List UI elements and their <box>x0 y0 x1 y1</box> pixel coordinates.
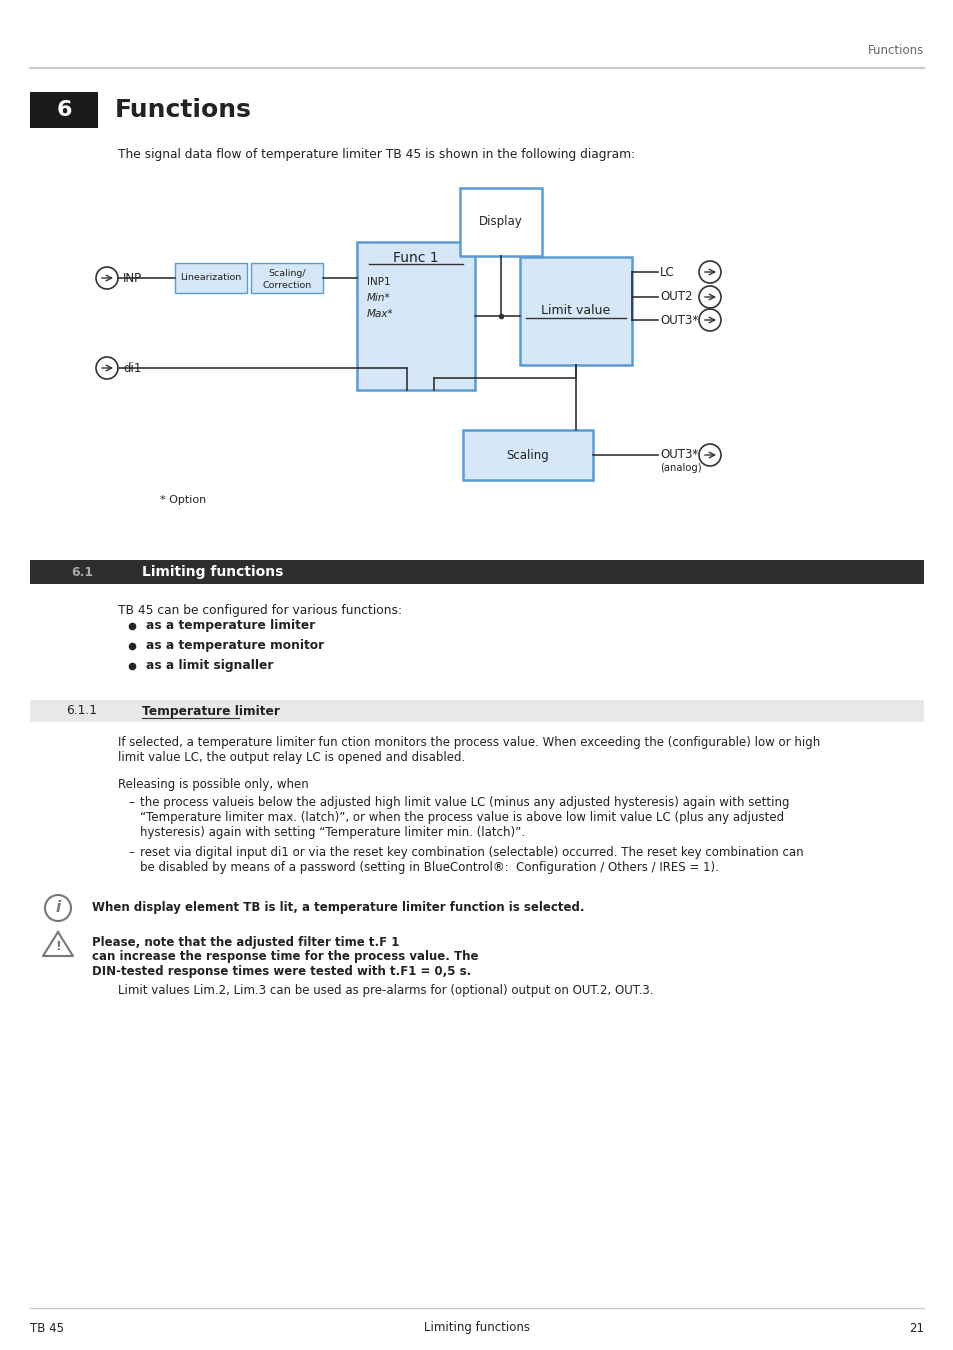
Polygon shape <box>43 931 73 956</box>
Text: Func 1: Func 1 <box>393 251 438 265</box>
Text: Functions: Functions <box>867 43 923 57</box>
Text: LC: LC <box>659 266 674 278</box>
Text: The signal data flow of temperature limiter TB 45 is shown in the following diag: The signal data flow of temperature limi… <box>118 148 635 161</box>
Text: Please, note that the adjusted filter time t.F 1: Please, note that the adjusted filter ti… <box>91 936 403 949</box>
Text: OUT3*: OUT3* <box>659 448 698 462</box>
Text: TB 45: TB 45 <box>30 1322 64 1335</box>
FancyBboxPatch shape <box>30 92 98 128</box>
Text: Temperature limiter: Temperature limiter <box>142 705 280 717</box>
Text: Limiting functions: Limiting functions <box>142 566 283 579</box>
Text: Releasing is possible only, when: Releasing is possible only, when <box>118 778 309 791</box>
FancyBboxPatch shape <box>519 256 631 364</box>
Text: Limiting functions: Limiting functions <box>423 1322 530 1335</box>
Text: Functions: Functions <box>115 99 252 122</box>
FancyBboxPatch shape <box>174 263 247 293</box>
Text: Min*: Min* <box>367 293 391 302</box>
Text: OUT2: OUT2 <box>659 290 692 304</box>
FancyBboxPatch shape <box>459 188 541 256</box>
Text: i: i <box>55 900 61 915</box>
Text: as a temperature limiter: as a temperature limiter <box>146 620 315 633</box>
Text: di1: di1 <box>123 362 141 374</box>
Text: 6: 6 <box>56 100 71 120</box>
Text: !: ! <box>55 940 61 953</box>
Text: Display: Display <box>478 216 522 228</box>
Text: 21: 21 <box>908 1322 923 1335</box>
Text: TB 45 can be configured for various functions:: TB 45 can be configured for various func… <box>118 603 401 617</box>
Text: –: – <box>128 796 133 809</box>
FancyBboxPatch shape <box>356 242 475 390</box>
Text: OUT3*: OUT3* <box>659 313 698 327</box>
Text: can increase the response time for the process value. The
DIN-tested response ti: can increase the response time for the p… <box>91 950 478 977</box>
Text: the process valueis below the adjusted high limit value LC (minus any adjusted h: the process valueis below the adjusted h… <box>140 796 789 838</box>
Text: Max*: Max* <box>367 309 394 319</box>
Text: Scaling/: Scaling/ <box>268 270 306 278</box>
Text: Linearization: Linearization <box>180 274 241 282</box>
Text: Scaling: Scaling <box>506 448 549 462</box>
Text: When display element TB is lit, a temperature limiter function is selected.: When display element TB is lit, a temper… <box>91 902 584 914</box>
Text: INP: INP <box>123 271 142 285</box>
Text: If selected, a temperature limiter fun ction monitors the process value. When ex: If selected, a temperature limiter fun c… <box>118 736 820 764</box>
FancyBboxPatch shape <box>30 560 923 585</box>
FancyBboxPatch shape <box>30 701 923 722</box>
Text: 6.1: 6.1 <box>71 566 93 579</box>
FancyBboxPatch shape <box>251 263 323 293</box>
FancyBboxPatch shape <box>462 431 593 481</box>
Text: * Option: * Option <box>160 495 206 505</box>
Text: 6.1.1: 6.1.1 <box>67 705 97 717</box>
Text: reset via digital input di1 or via the reset key combination (selectable) occurr: reset via digital input di1 or via the r… <box>140 846 802 873</box>
Text: Limit values Lim.2, Lim.3 can be used as pre-alarms for (optional) output on OUT: Limit values Lim.2, Lim.3 can be used as… <box>118 984 653 998</box>
Text: as a limit signaller: as a limit signaller <box>146 660 274 672</box>
Text: INP1: INP1 <box>367 277 390 288</box>
Text: –: – <box>128 846 133 859</box>
Text: (analog): (analog) <box>659 463 700 472</box>
Text: as a temperature monitor: as a temperature monitor <box>146 640 324 652</box>
Text: Limit value: Limit value <box>540 305 610 317</box>
Text: Correction: Correction <box>262 281 312 289</box>
